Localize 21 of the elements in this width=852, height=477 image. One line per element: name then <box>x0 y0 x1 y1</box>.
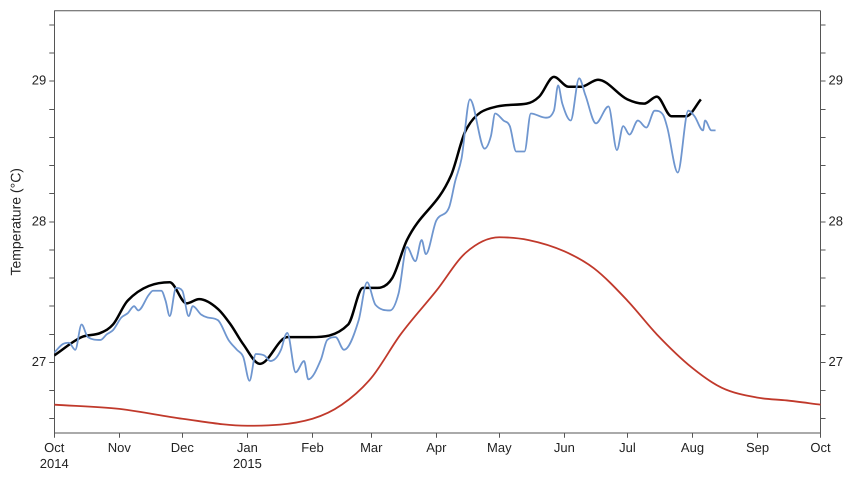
y2-tick-label: 27 <box>828 354 844 370</box>
y-axis-title: Temperature (°C) <box>7 168 24 276</box>
x-tick-label: Oct 2014 <box>40 440 69 471</box>
x-tick-label: Dec <box>170 440 194 456</box>
x-tick-label: Jun <box>554 440 575 456</box>
x-tick-label: May <box>487 440 512 456</box>
line-series <box>54 236 821 427</box>
x-tick-label: Jul <box>619 440 636 456</box>
x-tick-label: Jan 2015 <box>232 440 262 471</box>
y-tick-label: 28 <box>32 213 46 228</box>
x-tick-label: Apr <box>426 440 448 456</box>
x-tick-label: Aug <box>680 440 704 456</box>
y-tick-label: 27 <box>32 354 46 370</box>
y2-tick-label: 29 <box>828 72 844 88</box>
x-tick-label: Mar <box>360 440 384 456</box>
y2-tick-label: 28 <box>828 213 844 228</box>
x-tick-label: Oct <box>810 440 832 456</box>
y-tick-label: 29 <box>32 72 46 88</box>
x-tick-label: Nov <box>108 440 132 456</box>
x-tick-label: Sep <box>746 440 770 456</box>
x-tick-label: Feb <box>301 440 324 456</box>
